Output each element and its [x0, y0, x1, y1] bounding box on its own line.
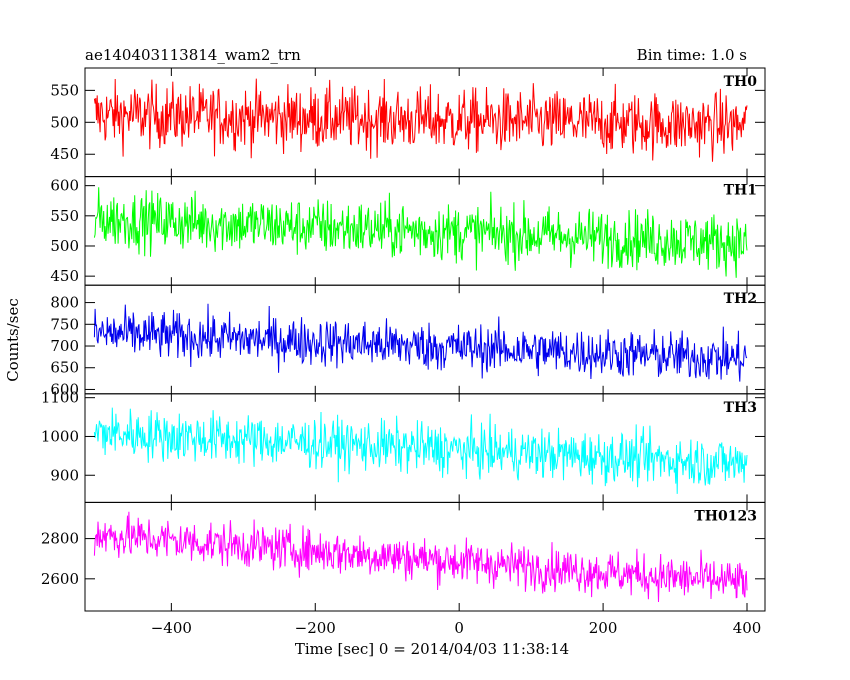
y-tick-label: 450	[50, 145, 79, 163]
panel-th0: 450 500 550 TH0	[50, 67, 766, 178]
panel-label: TH0	[724, 74, 758, 90]
x-tick-label: −200	[295, 619, 336, 637]
x-axis-label: Time [sec] 0 = 2014/04/03 11:38:14	[295, 640, 569, 658]
panel-label: TH3	[724, 400, 757, 416]
x-tick-label: 0	[454, 619, 464, 637]
y-tick-label: 600	[50, 177, 79, 195]
panel-th1: 450 500 550 600 TH1	[50, 176, 766, 286]
chart-title: ae140403113814_wam2_trn	[85, 46, 301, 64]
y-tick-label: 700	[50, 337, 79, 355]
y-axis-label: Counts/sec	[4, 298, 22, 382]
x-tick-label: 400	[733, 619, 762, 637]
y-tick-label: 500	[50, 113, 79, 131]
y-tick-label: 2600	[41, 570, 79, 588]
panel-label: TH0123	[694, 508, 757, 524]
x-tick-label: −400	[151, 619, 192, 637]
y-tick-label: 900	[50, 466, 79, 484]
y-tick-label: 1100	[41, 389, 79, 407]
panel-th3: 900 1000 1100 TH3	[41, 389, 766, 503]
series-th0	[93, 78, 748, 162]
panels-group: 450 500 550 TH0 450 500 550 600 TH1 600 650 700 750 8…	[41, 67, 766, 637]
series-th3	[93, 407, 748, 494]
panel-frame	[84, 501, 766, 612]
panel-label: TH2	[724, 291, 757, 307]
y-tick-label: 1000	[41, 427, 79, 445]
series-th1	[93, 187, 748, 278]
panel-label: TH1	[724, 183, 757, 199]
y-tick-label: 2800	[41, 530, 79, 548]
panel-th0123: 2600 2800 TH0123	[41, 501, 766, 612]
y-tick-label: 600	[50, 380, 79, 398]
x-tick-label: 200	[589, 619, 618, 637]
y-tick-label: 450	[50, 267, 79, 285]
series-th0123	[93, 511, 748, 603]
bin-time-label: Bin time: 1.0 s	[637, 46, 747, 64]
y-tick-label: 550	[50, 207, 79, 225]
panel-th2: 600 650 700 750 800 TH2	[50, 284, 766, 398]
series-th2	[93, 303, 748, 382]
y-tick-label: 750	[50, 315, 79, 333]
y-tick-label: 800	[50, 294, 79, 312]
y-tick-label: 650	[50, 359, 79, 377]
y-tick-label: 500	[50, 237, 79, 255]
y-tick-label: 550	[50, 81, 79, 99]
